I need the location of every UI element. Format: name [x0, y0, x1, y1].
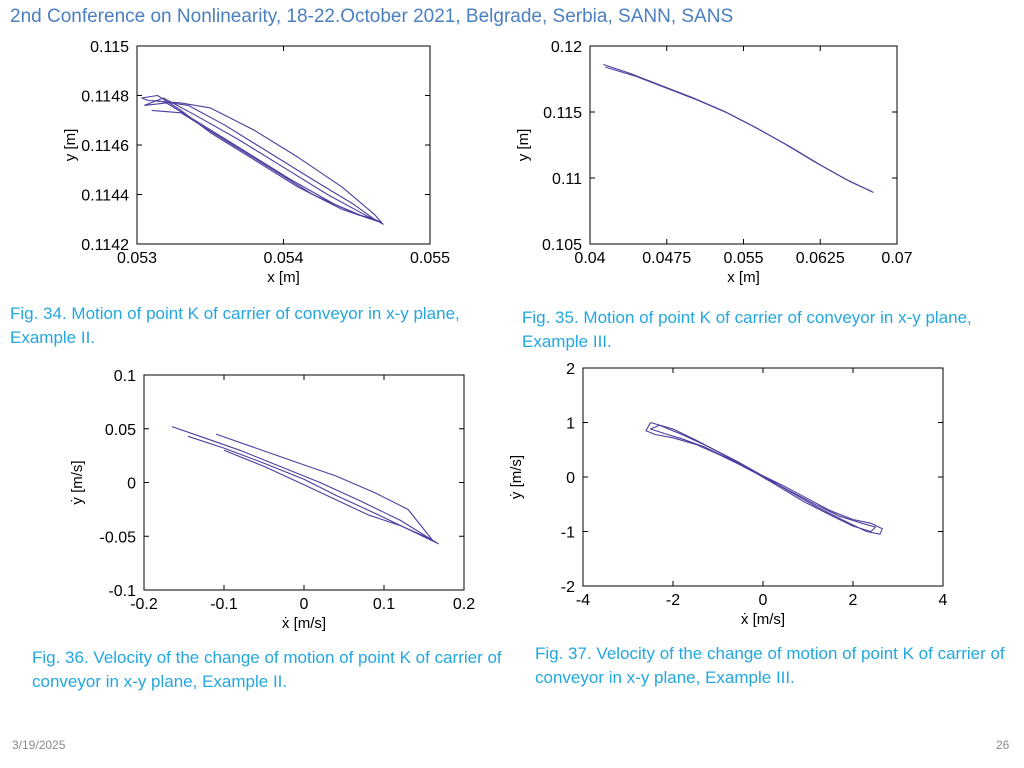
x-tick-label: 0.055	[410, 250, 450, 267]
y-tick-label: -1	[561, 525, 575, 542]
y-tick-label: -0.05	[100, 529, 137, 546]
x-tick-label: 0.055	[723, 250, 763, 267]
y-tick-label: 0	[127, 476, 136, 493]
x-tick-label: 0.0475	[642, 250, 691, 267]
x-axis-label: x [m]	[267, 269, 300, 286]
x-tick-label: -2	[666, 592, 680, 609]
y-tick-label: 0.1144	[81, 188, 129, 205]
fig34-caption: Fig. 34. Motion of point K of carrier of…	[10, 304, 460, 347]
x-tick-label: 0	[300, 596, 309, 613]
y-tick-label: 0.1148	[81, 89, 129, 106]
trajectory-line-2	[215, 433, 433, 541]
x-tick-label: -4	[576, 592, 590, 609]
y-tick-label: 0.115	[543, 105, 582, 122]
y-tick-label: 0.1	[114, 368, 136, 385]
y-tick-label: 0.105	[542, 237, 582, 254]
y-tick-label: -2	[561, 579, 575, 596]
x-tick-label: 0.053	[117, 250, 157, 267]
y-tick-label: 0.11	[552, 171, 582, 188]
x-tick-label: 2	[849, 592, 858, 609]
fig35-caption: Fig. 35. Motion of point K of carrier of…	[522, 308, 972, 351]
y-axis-label: y [m]	[62, 129, 79, 162]
fig37-caption: Fig. 37. Velocity of the change of motio…	[535, 644, 1005, 687]
y-tick-label: 0	[566, 470, 575, 487]
trajectory-line-2	[144, 97, 381, 223]
fig36-caption: Fig. 36. Velocity of the change of motio…	[32, 648, 502, 691]
y-axis-label: ẏ [m/s]	[69, 460, 86, 504]
y-tick-label: 0.115	[90, 39, 129, 56]
x-axis-label: ẋ [m/s]	[741, 611, 785, 628]
y-tick-label: 0.12	[551, 39, 582, 56]
plot-frame	[136, 45, 431, 245]
y-tick-label: 0.1142	[81, 237, 129, 254]
x-axis-label: x [m]	[727, 269, 760, 286]
x-tick-label: -0.2	[130, 596, 158, 613]
y-tick-label: 1	[566, 416, 575, 433]
x-axis-label: ẋ [m/s]	[282, 615, 326, 632]
y-tick-label: -0.1	[108, 583, 136, 600]
x-tick-label: 0	[759, 592, 768, 609]
x-tick-label: 0.0625	[796, 250, 845, 267]
x-tick-label: 0.1	[373, 596, 395, 613]
y-axis-label: y [m]	[515, 129, 532, 162]
y-axis-label: ẏ [m/s]	[508, 455, 525, 499]
trajectory-line-3	[151, 99, 375, 220]
x-tick-label: -0.1	[210, 596, 238, 613]
trajectory-line-2	[649, 424, 877, 533]
x-tick-label: 0.054	[263, 250, 303, 267]
footer-page-number: 26	[996, 738, 1010, 752]
fig35-plot: 0.04 0.0475 0.055 0.0625 0.07 0.105 0.11 0.115 0…	[515, 39, 913, 286]
fig34-plot: 0.053 0.054 0.055 0.1142 0.1144 0.1146 0.1148 0…	[62, 39, 450, 286]
x-tick-label: 4	[939, 592, 948, 609]
y-tick-label: 0.05	[105, 422, 136, 439]
plot-frame	[143, 374, 465, 591]
trajectory-line-2	[605, 66, 872, 192]
x-tick-label: 0.2	[453, 596, 475, 613]
footer-date: 3/19/2025	[12, 738, 66, 752]
x-tick-label: 0.07	[881, 250, 912, 267]
x-tick-label: 0.04	[574, 250, 605, 267]
y-tick-label: 2	[566, 361, 575, 378]
trajectory-line-1	[171, 426, 439, 545]
header-title: 2nd Conference on Nonlinearity, 18-22.Oc…	[10, 6, 734, 27]
y-tick-label: 0.1146	[81, 138, 129, 155]
